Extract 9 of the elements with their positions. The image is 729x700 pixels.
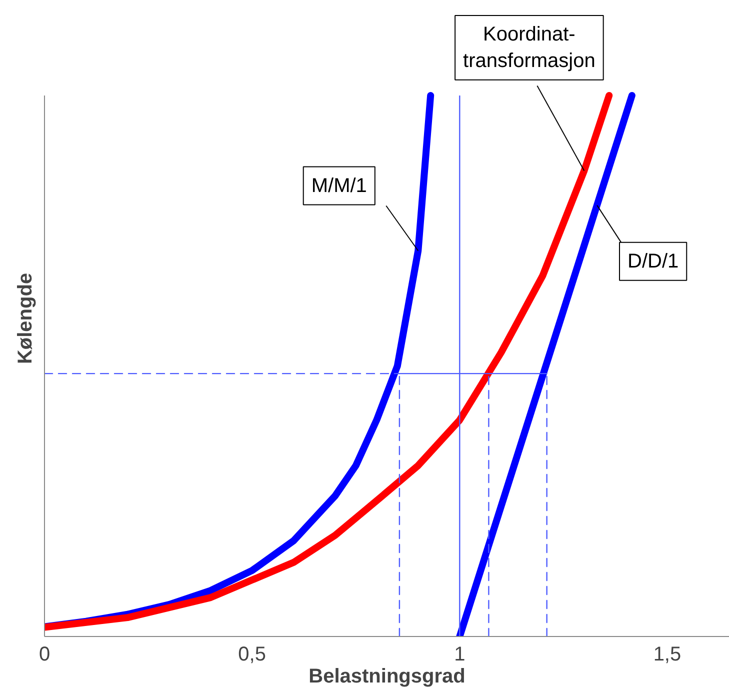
x-axis-title: Belastningsgrad: [308, 666, 466, 688]
x-tick-label: 0: [38, 644, 50, 666]
annotation: M/M/1: [311, 174, 367, 197]
annotation: Koordinat- transformasjon: [463, 24, 596, 72]
y-axis-title: Kølengde: [14, 272, 36, 364]
x-tick-label: 1,5: [653, 644, 682, 666]
x-tick-label: 0,5: [238, 644, 266, 666]
x-tick-label: 1: [454, 644, 466, 666]
annotation: D/D/1: [628, 250, 679, 272]
